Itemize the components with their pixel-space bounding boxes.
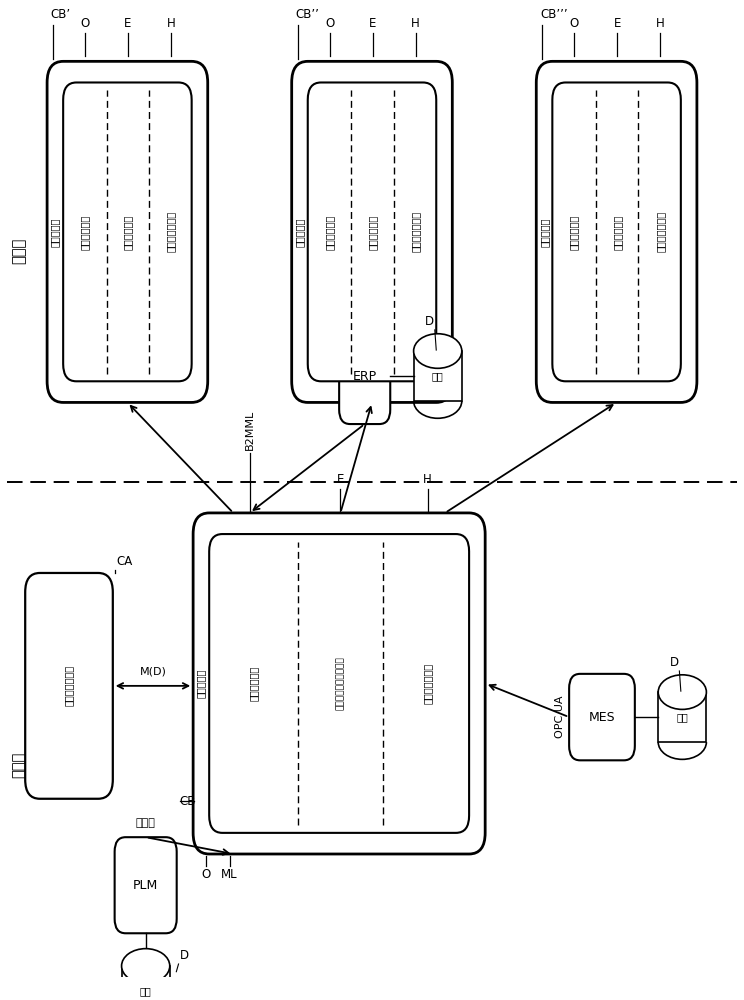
Text: E: E xyxy=(369,17,376,30)
Text: 上下文代理: 上下文代理 xyxy=(196,669,206,698)
Text: 制造商: 制造商 xyxy=(11,752,26,778)
Text: E: E xyxy=(124,17,132,30)
Text: OPC UA: OPC UA xyxy=(556,696,565,738)
Text: D: D xyxy=(670,656,679,669)
FancyBboxPatch shape xyxy=(552,82,681,381)
Text: 上下文知识历史: 上下文知识历史 xyxy=(423,663,432,704)
Text: O: O xyxy=(80,17,89,30)
FancyBboxPatch shape xyxy=(115,837,176,933)
FancyBboxPatch shape xyxy=(25,573,113,799)
Text: 概念漂移验证（反馈）: 概念漂移验证（反馈） xyxy=(336,657,345,710)
FancyBboxPatch shape xyxy=(536,61,697,402)
Text: 上下文知识库: 上下文知识库 xyxy=(80,214,90,250)
Text: CB’’’: CB’’’ xyxy=(540,8,568,21)
FancyBboxPatch shape xyxy=(193,513,485,854)
Text: 上下文知识历史: 上下文知识历史 xyxy=(655,211,665,252)
Text: E: E xyxy=(614,17,621,30)
Text: 上下文感知分析: 上下文感知分析 xyxy=(64,665,74,706)
FancyBboxPatch shape xyxy=(292,61,452,402)
FancyBboxPatch shape xyxy=(308,82,436,381)
Text: 供应商: 供应商 xyxy=(11,238,26,264)
Text: PLM: PLM xyxy=(133,879,158,892)
Text: 上下文代理: 上下文代理 xyxy=(295,217,305,247)
Text: M(D): M(D) xyxy=(140,666,167,676)
FancyBboxPatch shape xyxy=(569,674,635,760)
Text: ML: ML xyxy=(221,868,238,881)
Text: O: O xyxy=(202,868,211,881)
Text: 自动化: 自动化 xyxy=(135,818,155,828)
Ellipse shape xyxy=(121,949,170,983)
Text: 概念漂移验证: 概念漂移验证 xyxy=(123,214,133,250)
Text: MES: MES xyxy=(589,711,615,724)
Text: H: H xyxy=(423,473,432,486)
Text: 概念漂移验证: 概念漂移验证 xyxy=(368,214,378,250)
Text: 上下文代理: 上下文代理 xyxy=(50,217,60,247)
Bar xyxy=(414,351,462,401)
Bar xyxy=(121,966,170,1000)
Text: H: H xyxy=(167,17,176,30)
Text: 上下文知识历史: 上下文知识历史 xyxy=(411,211,420,252)
FancyBboxPatch shape xyxy=(209,534,469,833)
Text: B2MML: B2MML xyxy=(245,410,254,450)
Bar xyxy=(658,692,706,742)
Text: 概念漂移验证: 概念漂移验证 xyxy=(612,214,622,250)
Text: CB’: CB’ xyxy=(51,8,71,21)
FancyBboxPatch shape xyxy=(63,82,192,381)
Ellipse shape xyxy=(658,675,706,709)
Text: CB’’: CB’’ xyxy=(295,8,319,21)
Text: O: O xyxy=(325,17,334,30)
Text: 数据: 数据 xyxy=(432,371,443,381)
Text: 上下文知识库: 上下文知识库 xyxy=(569,214,579,250)
Text: H: H xyxy=(656,17,664,30)
Text: D: D xyxy=(180,949,189,962)
Ellipse shape xyxy=(414,334,462,368)
FancyBboxPatch shape xyxy=(47,61,208,402)
Text: O: O xyxy=(570,17,579,30)
Text: E: E xyxy=(337,473,344,486)
Text: CA: CA xyxy=(117,555,132,568)
Text: H: H xyxy=(411,17,420,30)
Text: ERP: ERP xyxy=(353,370,376,383)
FancyBboxPatch shape xyxy=(339,328,391,424)
Text: 数据: 数据 xyxy=(140,986,152,996)
Text: CB: CB xyxy=(179,795,196,808)
Text: 上下文知识库: 上下文知识库 xyxy=(324,214,335,250)
Text: 数据: 数据 xyxy=(676,712,688,722)
Text: 上下文代理: 上下文代理 xyxy=(539,217,549,247)
Text: D: D xyxy=(425,315,434,328)
Text: 上下文知识历史: 上下文知识历史 xyxy=(166,211,176,252)
Text: 上下文知识库: 上下文知识库 xyxy=(248,666,258,701)
